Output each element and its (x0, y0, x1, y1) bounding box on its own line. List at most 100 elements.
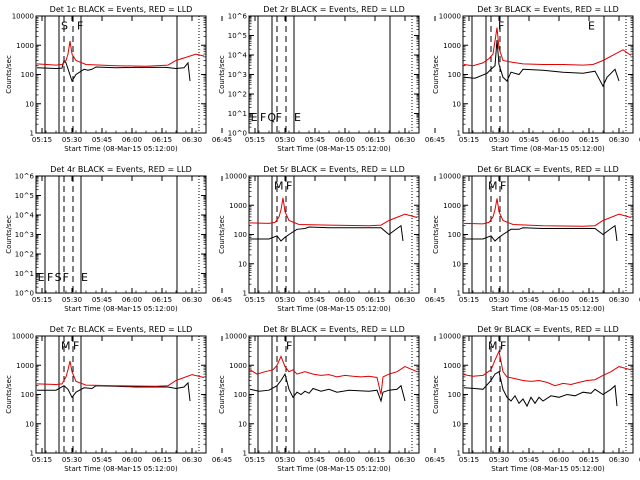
plot-frame (462, 335, 634, 454)
x-tick-label: 06:00 (335, 456, 355, 464)
lld-series-line (463, 349, 632, 387)
events-series-line (36, 59, 191, 83)
y-tick-label: 1 (30, 450, 34, 458)
y-axis-label: Counts/sec (218, 215, 226, 254)
y-tick-label: 100 (448, 231, 461, 239)
interval-marker: E (251, 111, 258, 124)
interval-marker: M (488, 180, 498, 193)
x-axis-label: Start Time (08-Mar-15 05:12:00) (491, 465, 605, 473)
y-tick-label: 10^2 (15, 251, 34, 259)
x-tick-label: 06:00 (549, 456, 569, 464)
interval-marker: F (260, 111, 266, 124)
y-axis-label: Counts/sec (5, 375, 13, 414)
plot-frame (35, 15, 207, 134)
lld-series-line (36, 40, 205, 67)
x-tick-label: 06:00 (549, 296, 569, 304)
interval-marker: E (588, 20, 595, 33)
y-tick-label: 10^2 (228, 91, 247, 99)
interval-marker: F (73, 340, 79, 353)
y-tick-label: 1 (457, 130, 461, 138)
y-tick-label: 100 (448, 71, 461, 79)
y-tick-label: 10^0 (15, 290, 34, 298)
y-tick-label: 10 (452, 100, 461, 108)
y-tick-label: 10000 (12, 333, 34, 341)
x-tick-label: 06:30 (609, 456, 629, 464)
x-tick-label: 06:45 (425, 136, 445, 144)
plot-frame (462, 15, 634, 134)
y-tick-label: 10^5 (228, 32, 247, 40)
x-tick-label: 05:30 (275, 136, 295, 144)
panel-det-4: Det 4r BLACK = Events, RED = LLD 10^0 10^1… (5, 165, 232, 313)
events-series-line (249, 372, 406, 403)
panel-title: Det 2r BLACK = Events, RED = LLD (263, 5, 405, 14)
x-tick-label: 06:15 (152, 296, 172, 304)
y-tick-label: 10 (25, 100, 34, 108)
x-tick-label: 06:30 (395, 456, 415, 464)
plot-frame (248, 335, 420, 454)
x-tick-label: 05:45 (92, 296, 112, 304)
y-tick-label: 100 (234, 391, 247, 399)
interval-marker: F (47, 271, 53, 284)
y-axis-label: Counts/sec (432, 375, 440, 414)
x-tick-label: 05:15 (459, 136, 479, 144)
panel-det-8: Det 8r BLACK = Events, RED = LLD 1 10 100 10… (218, 325, 445, 473)
x-tick-label: 05:45 (92, 136, 112, 144)
panel-title: Det 7c BLACK = Events, RED = LLD (50, 325, 193, 334)
y-tick-label: 10000 (12, 13, 34, 21)
plot-frame (248, 175, 420, 294)
interval-marker: F (63, 271, 69, 284)
interval-marker: E (294, 111, 301, 124)
panel-det-9: Det 9r BLACK = Events, RED = LLD 1 10 100 10… (432, 325, 640, 473)
x-tick-label: 05:15 (245, 456, 265, 464)
plot-frame (35, 335, 207, 454)
y-tick-label: 10 (238, 260, 247, 268)
x-tick-label: 05:30 (62, 296, 82, 304)
x-tick-label: 06:30 (182, 136, 202, 144)
x-tick-label: 06:00 (122, 296, 142, 304)
y-tick-label: 1 (243, 450, 247, 458)
interval-marker: E (38, 271, 45, 284)
y-tick-label: 10 (452, 420, 461, 428)
panel-title: Det 9r BLACK = Events, RED = LLD (477, 325, 619, 334)
interval-marker: F (500, 340, 506, 353)
y-tick-label: 10^1 (15, 270, 34, 278)
lld-series-line (463, 27, 632, 67)
panel-title: Det 8r BLACK = Events, RED = LLD (263, 325, 405, 334)
x-tick-label: 06:15 (579, 456, 599, 464)
x-tick-label: 06:45 (639, 456, 640, 464)
x-tick-label: 05:45 (92, 456, 112, 464)
x-tick-label: 06:30 (182, 296, 202, 304)
interval-marker: S (55, 271, 62, 284)
lld-series-line (249, 197, 418, 227)
events-series-line (250, 224, 404, 242)
panel-det-3: Det 3r BLACK = Events, RED = LLD 1 10 100 10… (432, 5, 640, 153)
x-tick-label: 06:45 (639, 296, 640, 304)
y-tick-label: 100 (234, 231, 247, 239)
x-tick-label: 06:45 (212, 136, 232, 144)
y-tick-label: 10^3 (15, 231, 34, 239)
x-axis-label: Start Time (08-Mar-15 05:12:00) (277, 465, 391, 473)
lld-series-line (463, 198, 632, 227)
panel-title: Det 5r BLACK = Events, RED = LLD (263, 165, 405, 174)
x-tick-label: 05:15 (245, 296, 265, 304)
y-tick-label: 10000 (225, 333, 247, 341)
y-tick-label: 100 (448, 391, 461, 399)
y-tick-label: 10 (238, 420, 247, 428)
x-axis-label: Start Time (08-Mar-15 05:12:00) (491, 305, 605, 313)
interval-marker: F (286, 340, 292, 353)
y-tick-label: 1000 (443, 362, 461, 370)
x-tick-label: 06:30 (609, 136, 629, 144)
x-tick-label: 06:00 (549, 136, 569, 144)
y-tick-label: 10 (452, 260, 461, 268)
x-tick-label: 05:30 (489, 136, 509, 144)
panel-title: Det 1c BLACK = Events, RED = LLD (50, 5, 193, 14)
y-axis-label: Counts/sec (5, 215, 13, 254)
y-tick-label: 1 (457, 450, 461, 458)
x-tick-label: 05:30 (275, 456, 295, 464)
x-tick-label: 05:15 (32, 136, 52, 144)
panel-title: Det 3r BLACK = Events, RED = LLD (477, 5, 619, 14)
events-series-line (463, 370, 618, 408)
y-tick-label: 1 (243, 290, 247, 298)
x-tick-label: 05:15 (245, 136, 265, 144)
interval-marker: F (276, 111, 282, 124)
